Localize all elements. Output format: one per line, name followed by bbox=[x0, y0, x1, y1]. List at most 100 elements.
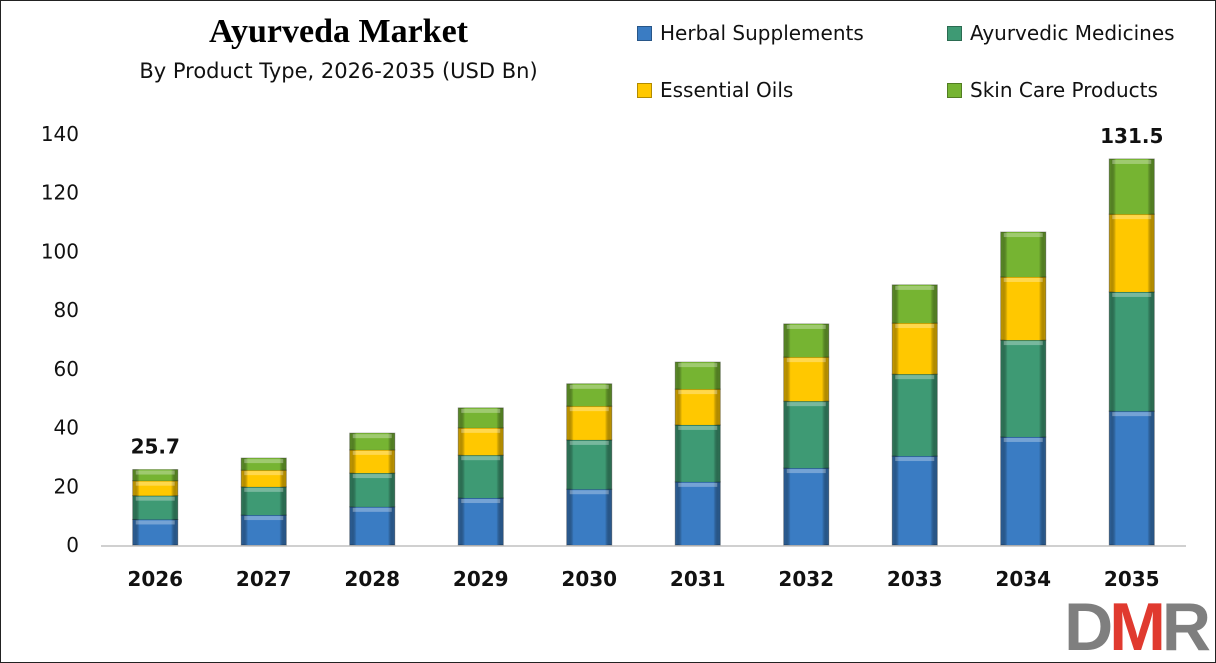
y-tick-label: 20 bbox=[54, 474, 79, 498]
x-tick-label: 2032 bbox=[778, 567, 834, 591]
bar-segment-shade bbox=[675, 481, 721, 545]
legend-item-herbal-supplements: Herbal Supplements bbox=[637, 21, 864, 45]
dmr-logo: DMR bbox=[1064, 589, 1211, 663]
bar-segment-highlight bbox=[1112, 292, 1152, 297]
legend-label: Herbal Supplements bbox=[660, 21, 864, 45]
bar-segment-shade bbox=[892, 456, 938, 545]
x-tick-label: 2033 bbox=[887, 567, 943, 591]
bar-segment-highlight bbox=[895, 285, 935, 290]
bar-segment-highlight bbox=[786, 324, 826, 329]
bar-segment-highlight bbox=[244, 459, 284, 464]
bar-segment-shade bbox=[1000, 276, 1046, 341]
bar-segment-highlight bbox=[895, 324, 935, 329]
legend-swatch bbox=[637, 82, 652, 98]
y-tick-label: 140 bbox=[41, 122, 79, 146]
legend-label: Ayurvedic Medicines bbox=[970, 21, 1175, 45]
bar-segment-highlight bbox=[1112, 159, 1152, 164]
legend-swatch bbox=[947, 82, 962, 98]
bar-segment-shade bbox=[675, 424, 721, 482]
y-tick-label: 60 bbox=[54, 357, 79, 381]
bar-segment-highlight bbox=[678, 363, 718, 368]
x-tick-label: 2034 bbox=[995, 567, 1051, 591]
data-label: 25.7 bbox=[131, 435, 180, 459]
bar-segment-shade bbox=[132, 480, 178, 496]
bar-segment-highlight bbox=[352, 474, 392, 479]
legend-label: Skin Care Products bbox=[970, 78, 1158, 102]
bar-segment-highlight bbox=[244, 516, 284, 521]
bar-segment-shade bbox=[458, 498, 504, 545]
bar-segment-shade bbox=[132, 519, 178, 545]
bar-segment-highlight bbox=[461, 456, 501, 461]
bar-segment-highlight bbox=[569, 384, 609, 389]
bar-segment-highlight bbox=[1003, 233, 1043, 238]
bar-segment-highlight bbox=[135, 481, 175, 486]
bar-segment-shade bbox=[1109, 158, 1155, 215]
bar-segment-highlight bbox=[895, 375, 935, 380]
bar-segment-shade bbox=[1000, 232, 1046, 277]
y-tick-label: 0 bbox=[66, 533, 79, 557]
bar-segment-shade bbox=[1000, 340, 1046, 437]
bar-segment-shade bbox=[458, 407, 504, 428]
bar-segment-highlight bbox=[135, 496, 175, 501]
bar-segment-highlight bbox=[678, 390, 718, 395]
bar-segment-shade bbox=[241, 486, 287, 516]
bar-segment-highlight bbox=[135, 520, 175, 525]
x-tick-label: 2026 bbox=[127, 567, 183, 591]
bar-segment-highlight bbox=[895, 457, 935, 462]
bar-segment-shade bbox=[566, 406, 612, 440]
bar-segment-highlight bbox=[352, 450, 392, 455]
x-tick-label: 2031 bbox=[670, 567, 726, 591]
legend-swatch bbox=[637, 25, 652, 41]
bar-segment-shade bbox=[458, 427, 504, 456]
legend-label: Essential Oils bbox=[660, 78, 794, 102]
bar-segment-highlight bbox=[569, 440, 609, 445]
bar-segment-shade bbox=[132, 495, 178, 520]
x-tick-label: 2028 bbox=[344, 567, 400, 591]
x-tick-label: 2027 bbox=[236, 567, 292, 591]
bar-segment-highlight bbox=[569, 490, 609, 495]
x-tick-label: 2030 bbox=[561, 567, 617, 591]
bar-segment-highlight bbox=[569, 407, 609, 412]
bar-segment-shade bbox=[1109, 214, 1155, 292]
chart-subtitle: By Product Type, 2026-2035 (USD Bn) bbox=[139, 59, 538, 83]
bar-segment-highlight bbox=[1003, 437, 1043, 442]
bar-segment-highlight bbox=[352, 434, 392, 439]
x-tick-label: 2035 bbox=[1104, 567, 1160, 591]
legend-item-skin-care-products: Skin Care Products bbox=[947, 78, 1158, 102]
bar-segment-highlight bbox=[1003, 277, 1043, 282]
bar-segment-highlight bbox=[244, 471, 284, 476]
chart-title: Ayurveda Market bbox=[208, 13, 469, 50]
bar-segment-shade bbox=[241, 470, 287, 487]
bar-segment-highlight bbox=[461, 499, 501, 504]
bar-segment-highlight bbox=[786, 358, 826, 363]
legend-swatch bbox=[947, 25, 962, 41]
bar-segment-highlight bbox=[1112, 215, 1152, 220]
bar-segment-shade bbox=[349, 449, 395, 474]
bar-segment-shade bbox=[783, 468, 829, 545]
bar-segment-shade bbox=[892, 374, 938, 457]
bar-segment-shade bbox=[675, 362, 721, 390]
bar-segment-shade bbox=[132, 469, 178, 481]
bar-segment-highlight bbox=[461, 428, 501, 433]
bar-segment-highlight bbox=[244, 487, 284, 492]
bar-segment-highlight bbox=[678, 482, 718, 487]
y-tick-label: 40 bbox=[54, 416, 79, 440]
x-tick-label: 2029 bbox=[453, 567, 509, 591]
bar-segment-shade bbox=[349, 473, 395, 507]
bar-segment-highlight bbox=[678, 425, 718, 430]
bar-segment-shade bbox=[241, 515, 287, 545]
bar-segment-highlight bbox=[786, 469, 826, 474]
bar-segment-shade bbox=[566, 439, 612, 490]
bar-segment-shade bbox=[1109, 411, 1155, 545]
bar-segment-highlight bbox=[461, 408, 501, 413]
bar-segment-highlight bbox=[786, 402, 826, 407]
bar-segment-shade bbox=[1000, 436, 1046, 545]
bar-segment-highlight bbox=[352, 507, 392, 512]
bar-segment-shade bbox=[349, 506, 395, 545]
legend-item-essential-oils: Essential Oils bbox=[637, 78, 793, 102]
bar-segment-shade bbox=[675, 389, 721, 425]
bar-segment-highlight bbox=[135, 470, 175, 475]
y-tick-label: 120 bbox=[41, 181, 79, 205]
